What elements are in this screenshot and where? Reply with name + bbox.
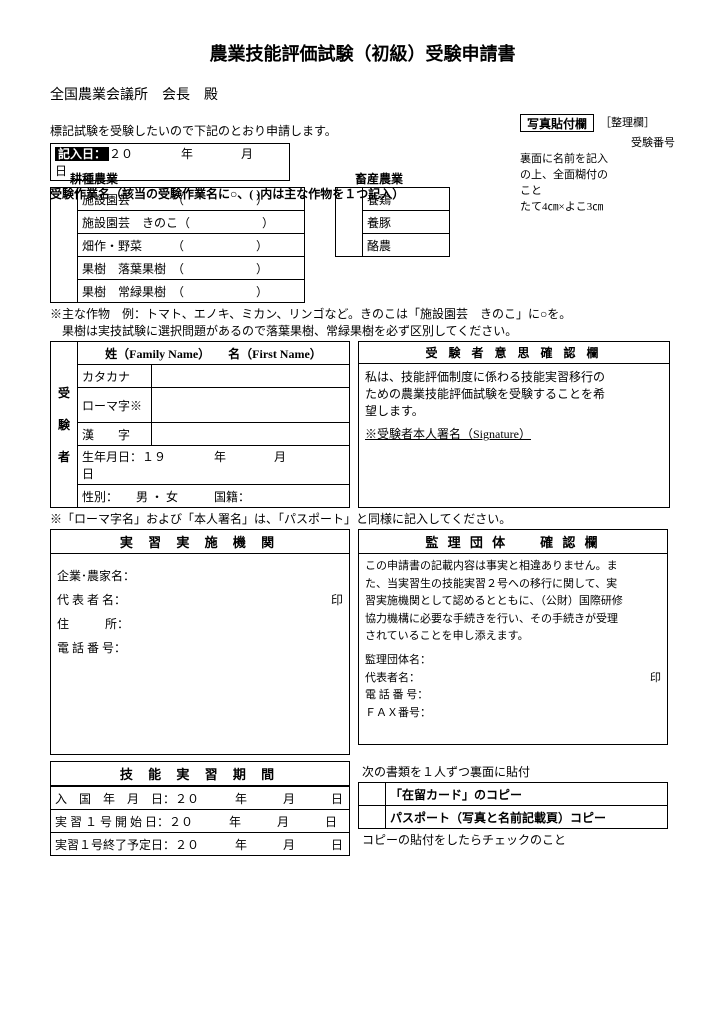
col-char: 者 (55, 448, 73, 465)
practice-rep: 代 表 者 名： (57, 588, 126, 612)
photo-header: 写真貼付欄 (520, 114, 594, 132)
practice-header: 実 習 実 施 機 関 (50, 529, 350, 554)
sup-line: 電 話 番 号： (365, 687, 661, 705)
crop-header: 耕種農業 (70, 170, 305, 187)
supervise-box: この申請書の記載内容は事実と相違ありません。ま た、当実習生の技能実習２号への移… (358, 554, 668, 745)
supervise-header: 監 理 団 体 確 認 欄 (358, 529, 668, 554)
photo-n1: 裏面に名前を記入 (520, 150, 675, 166)
photo-n2: の上、全面糊付の (520, 166, 675, 182)
confirm-box: 受 験 者 意 思 確 認 欄 私は、技能評価制度に係わる技能実習移行の ための… (358, 341, 670, 508)
period-row: 実習１号終了予定日：２０ 年 月 日 (51, 833, 350, 856)
sup-body: 協力機構に必要な手続きを行い、その手続きが受理 (365, 611, 661, 629)
sup-rep: 代表者名： (365, 670, 420, 688)
practice-line: 電 話 番 号： (57, 636, 343, 660)
livestock-row: 養豚 (363, 211, 450, 234)
confirm-sig: ※受験者本人署名（Signature） (365, 425, 663, 442)
crop-table: 施設園芸 （ ） 施設園芸 きのこ（ ） 畑作・野菜 （ ） 果樹 落葉果樹 （… (50, 187, 305, 303)
livestock-header: 畜産農業 (355, 170, 450, 187)
period-table: 入 国 年 月 日：２０ 年 月 日 実 習 １ 号 開 始 日：２０ 年 月 … (50, 786, 350, 856)
doc-row: パスポート（写真と名前記載頁）コピー (386, 806, 668, 829)
livestock-row: 酪農 (363, 234, 450, 257)
confirm-body: 望します。 (365, 402, 663, 419)
sup-body: されていることを申し添えます。 (365, 628, 661, 646)
crop-row: 施設園芸 きのこ（ ） (78, 211, 305, 234)
sup-body: 習実施機関として認めるとともに、（公財）国際研修 (365, 593, 661, 611)
roman-label: ローマ字※ (78, 388, 152, 423)
docs-table: 「在留カード」のコピー パスポート（写真と名前記載頁）コピー (358, 782, 668, 829)
confirm-header: 受 験 者 意 思 確 認 欄 (359, 342, 669, 364)
doc-title: 農業技能評価試験（初級）受験申請書 (50, 40, 675, 66)
livestock-table: 養鶏 養豚 酪農 (335, 187, 450, 257)
confirm-body: ための農業技能評価試験を受験することを希 (365, 385, 663, 402)
practice-line: 企業･農家名： (57, 564, 343, 588)
docs-foot: コピーの貼付をしたらチェックのこと (358, 829, 668, 850)
period-row: 入 国 年 月 日：２０ 年 月 日 (51, 787, 350, 810)
confirm-body: 私は、技能評価制度に係わる技能実習移行の (365, 368, 663, 385)
sup-line: ＦＡＸ番号： (365, 705, 661, 723)
livestock-row: 養鶏 (363, 188, 450, 211)
katakana-label: カタカナ (78, 365, 152, 388)
crop-row: 畑作・野菜 （ ） (78, 234, 305, 257)
practice-line: 住 所： (57, 612, 343, 636)
crop-row: 果樹 常緑果樹 （ ） (78, 280, 305, 303)
note3: ※「ローマ字名」および「本人署名」は、「パスポート」と同様に記入してください。 (50, 510, 675, 527)
sup-line: 監理団体名： (365, 652, 661, 670)
intro-text: 標記試験を受験したいので下記のとおり申請します。 (50, 122, 520, 139)
seal-mark: 印 (331, 588, 343, 612)
period-row: 実 習 １ 号 開 始 日：２０ 年 月 日 (51, 810, 350, 833)
dob-row: 生年月日：１９ 年 月 日 (78, 446, 350, 485)
note2: 果樹は実技試験に選択問題があるので落葉果樹、常緑果樹を必ず区別してください。 (50, 322, 675, 339)
note1: ※主な作物 例：トマト、エノキ、ミカン、リンゴなど。きのこは「施設園芸 きのこ」… (50, 305, 675, 322)
crop-row: 施設園芸 （ ） (78, 188, 305, 211)
sup-body: た、当実習生の技能実習２号への移行に関して、実 (365, 576, 661, 594)
seal-mark: 印 (650, 670, 661, 688)
practice-box: 企業･農家名： 代 表 者 名： 印 住 所： 電 話 番 号： (50, 554, 350, 755)
col-char: 験 (55, 416, 73, 433)
doc-row: 「在留カード」のコピー (386, 783, 668, 806)
kanji-label: 漢 字 (78, 423, 152, 446)
date-label: 記入日： (55, 147, 109, 161)
photo-n4: たて4㎝×よこ3㎝ (520, 198, 675, 214)
col-char: 受 (55, 384, 73, 401)
photo-num: 受験番号 (520, 134, 675, 150)
docs-header: 次の書類を１人ずつ裏面に貼付 (358, 761, 668, 782)
sup-body: この申請書の記載内容は事実と相違ありません。ま (365, 558, 661, 576)
photo-n3: こと (520, 182, 675, 198)
crop-row: 果樹 落葉果樹 （ ） (78, 257, 305, 280)
period-header: 技 能 実 習 期 間 (50, 761, 350, 786)
photo-side: ［整理欄］ (600, 114, 655, 132)
addressee: 全国農業会議所 会長 殿 (50, 84, 675, 104)
name-header: 姓（Family Name） 名（First Name） (78, 342, 350, 365)
sex-nat-row: 性別： 男 ・ 女 国籍： (78, 485, 350, 508)
name-table: 受 験 者 姓（Family Name） 名（First Name） カタカナ … (50, 341, 350, 508)
